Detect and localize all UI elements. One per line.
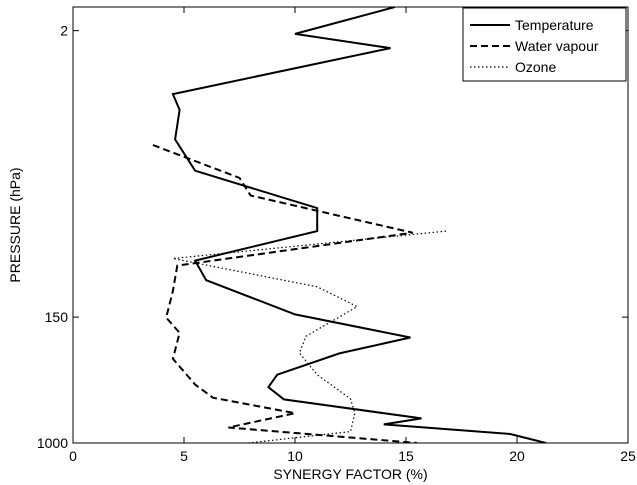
y-tick-label: 150 <box>45 309 69 325</box>
legend: Temperature Water vapour Ozone <box>462 7 627 82</box>
plot-frame <box>72 6 629 444</box>
legend-label-temperature: Temperature <box>515 17 594 33</box>
x-tick-label: 5 <box>180 448 188 464</box>
legend-box <box>462 7 627 82</box>
legend-label-water-vapour: Water vapour <box>515 38 599 54</box>
series-line-temperature <box>171 7 547 443</box>
x-tick-label: 0 <box>69 448 77 464</box>
y-tick-label: 2 <box>60 23 68 39</box>
y-axis-label: PRESSURE (hPa) <box>7 167 23 282</box>
x-tick-label: 20 <box>509 448 525 464</box>
x-tick-label: 10 <box>287 448 303 464</box>
x-tick-label: 15 <box>398 448 414 464</box>
series-line-water-vapour <box>152 144 418 443</box>
x-axis-label: SYNERGY FACTOR (%) <box>273 466 427 482</box>
x-axis: 0 5 10 15 20 25 <box>69 7 636 464</box>
data-lines <box>152 7 547 443</box>
legend-label-ozone: Ozone <box>515 59 556 75</box>
y-tick-label: 1000 <box>37 435 68 451</box>
y-axis: 2 150 1000 <box>37 23 628 451</box>
x-tick-label: 25 <box>620 448 636 464</box>
series-line-ozone <box>172 230 447 443</box>
